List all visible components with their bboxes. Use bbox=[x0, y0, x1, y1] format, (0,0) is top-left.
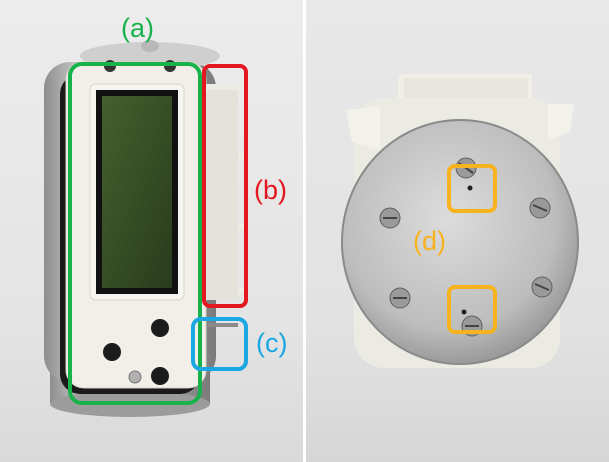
box-b-outline bbox=[202, 64, 248, 308]
screw-icon bbox=[529, 197, 551, 219]
button-icon bbox=[151, 367, 169, 385]
screw-icon bbox=[379, 207, 401, 229]
box-d-upper-outline bbox=[447, 164, 497, 213]
label-b: (b) bbox=[254, 175, 287, 205]
back-device bbox=[341, 74, 579, 368]
button-icon bbox=[151, 319, 169, 337]
label-d: (d) bbox=[413, 226, 446, 256]
box-a-outline bbox=[68, 62, 202, 405]
box-c-outline bbox=[191, 317, 248, 371]
button-icon bbox=[103, 343, 121, 361]
label-c: (c) bbox=[256, 328, 288, 358]
box-d-lower-outline bbox=[447, 285, 497, 334]
panel-divider bbox=[303, 0, 306, 462]
screw-icon bbox=[389, 287, 411, 309]
front-device bbox=[44, 40, 246, 417]
screw-icon bbox=[531, 276, 553, 298]
label-a: (a) bbox=[121, 13, 154, 43]
